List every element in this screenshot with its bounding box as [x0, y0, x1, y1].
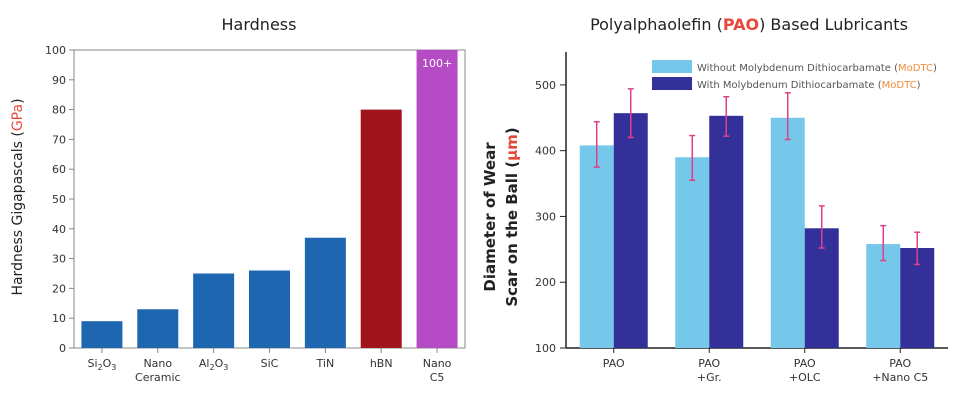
pao-y-tick-label: 100	[535, 342, 556, 355]
legend-swatch-with-modtc	[652, 77, 692, 90]
pao-x-tick-label: +Gr.	[697, 371, 722, 384]
hardness-x-tick-label: TiN	[316, 357, 335, 370]
pao-bar	[770, 117, 805, 349]
hardness-y-tick-label: 40	[52, 223, 66, 236]
hardness-x-tick-label: Nano	[143, 357, 172, 370]
hardness-y-tick-label: 100	[45, 44, 66, 57]
pao-x-tick-label: +Nano C5	[872, 371, 928, 384]
hardness-x-tick-label: Ceramic	[135, 371, 181, 384]
hardness-y-tick-label: 70	[52, 133, 66, 146]
legend-label-with-modtc: With Molybdenum Dithiocarbamate (MoDTC)	[697, 80, 921, 91]
pao-x-tick-label: PAO	[698, 357, 720, 370]
hardness-bar	[193, 273, 235, 348]
pao-chart: Polyalphaolefin (PAO) Based Lubricants D…	[481, 15, 948, 384]
hardness-y-tick-label: 10	[52, 312, 66, 325]
hardness-bar	[137, 309, 179, 348]
pao-x-tick-label: PAO	[794, 357, 816, 370]
hardness-y-tick-label: 80	[52, 104, 66, 117]
hardness-bar	[360, 109, 402, 348]
pao-bar	[709, 115, 744, 348]
pao-error-bars	[593, 88, 921, 266]
hardness-y-tick-label: 20	[52, 282, 66, 295]
pao-y-axis-label-line2: Scar on the Ball (μm)	[503, 127, 521, 306]
pao-bars	[579, 113, 935, 349]
pao-chart-title: Polyalphaolefin (PAO) Based Lubricants	[590, 15, 908, 34]
hardness-bar	[249, 270, 290, 348]
pao-x-tick-label: PAO	[603, 357, 625, 370]
hardness-chart: Hardness Hardness Gigapascals (GPa) 0 10 2…	[10, 15, 466, 384]
pao-bar	[613, 113, 648, 348]
pao-bar	[866, 244, 901, 348]
hardness-x-tick-label: C5	[430, 371, 445, 384]
hardness-y-axis-label: Hardness Gigapascals (GPa)	[10, 98, 26, 295]
hardness-x-tick-label: Si2O3	[87, 357, 116, 372]
pao-x-tick-label: PAO	[889, 357, 911, 370]
hardness-chart-title: Hardness	[222, 15, 297, 34]
pao-y-axis-label-line1: Diameter of Wear	[481, 142, 499, 292]
pao-legend: Without Molybdenum Dithiocarbamate (MoDT…	[652, 60, 937, 91]
pao-y-tick-label: 300	[535, 210, 556, 223]
hardness-x-tick-label: SiC	[261, 357, 279, 370]
hardness-bar	[416, 50, 458, 348]
hardness-y-tick-label: 50	[52, 193, 66, 206]
legend-swatch-without-modtc	[652, 60, 692, 73]
hardness-y-tick-label: 90	[52, 74, 66, 87]
legend-label-without-modtc: Without Molybdenum Dithiocarbamate (MoDT…	[697, 63, 937, 74]
pao-y-tick-label: 200	[535, 276, 556, 289]
hardness-bar-value-label: 100+	[422, 57, 452, 70]
pao-x-tick-label: +OLC	[789, 371, 821, 384]
hardness-y-axis: 0 10 20 30 40 50 60 70 80 90 100	[45, 44, 74, 355]
pao-y-tick-label: 500	[535, 79, 556, 92]
pao-y-tick-label: 400	[535, 145, 556, 158]
pao-bar	[579, 145, 614, 348]
hardness-x-tick-label: Al2O3	[199, 357, 228, 372]
pao-bar	[675, 157, 710, 348]
hardness-y-tick-label: 30	[52, 253, 66, 266]
hardness-bar	[81, 321, 123, 348]
hardness-bars: 100+	[81, 50, 458, 348]
hardness-x-tick-label: Nano	[423, 357, 452, 370]
hardness-y-tick-label: 0	[59, 342, 66, 355]
hardness-x-tick-label: hBN	[370, 357, 393, 370]
hardness-bar	[304, 237, 346, 348]
hardness-y-tick-label: 60	[52, 163, 66, 176]
